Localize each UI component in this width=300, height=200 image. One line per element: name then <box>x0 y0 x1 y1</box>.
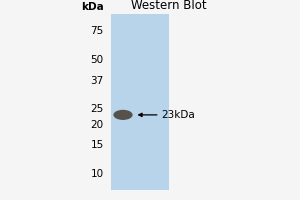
Text: 20: 20 <box>91 120 104 130</box>
Text: 15: 15 <box>91 140 104 150</box>
Text: 23kDa: 23kDa <box>162 110 195 120</box>
Text: Western Blot: Western Blot <box>131 0 207 12</box>
Text: 50: 50 <box>91 55 104 65</box>
Bar <box>111 14 169 190</box>
Text: 37: 37 <box>91 76 104 86</box>
Ellipse shape <box>113 110 133 120</box>
Text: 25: 25 <box>91 104 104 114</box>
Text: 10: 10 <box>91 169 104 179</box>
Text: 75: 75 <box>91 26 104 36</box>
Text: kDa: kDa <box>81 2 104 12</box>
